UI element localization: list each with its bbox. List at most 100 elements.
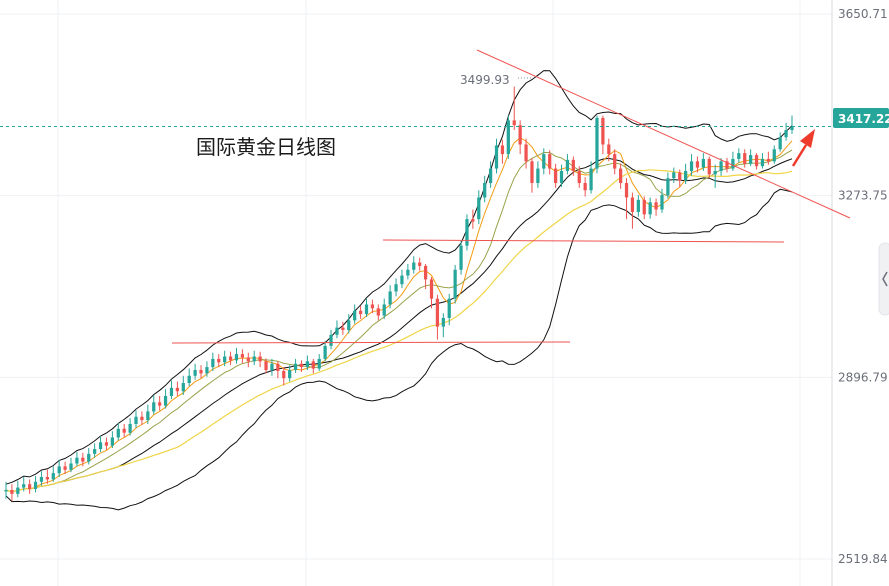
candle-body: [660, 195, 664, 210]
candle-body: [63, 466, 67, 470]
current-price-tag: 3417.22: [833, 108, 889, 128]
candle-body: [701, 158, 705, 168]
candle-body: [477, 197, 481, 220]
candle-body: [205, 367, 209, 374]
candle-body: [518, 125, 522, 145]
trendlines: [0, 49, 851, 344]
candle-body: [689, 161, 694, 171]
candle-body: [122, 428, 126, 433]
moving-averages: [5, 137, 793, 493]
candle-body: [228, 356, 233, 361]
candle-body: [601, 117, 605, 145]
candle-body: [536, 168, 540, 184]
candle-body: [743, 153, 747, 164]
candle-body: [193, 370, 197, 376]
ma10-line: [5, 149, 793, 493]
candle-body: [571, 159, 575, 171]
candle-body: [98, 442, 103, 450]
candle-body: [276, 363, 280, 371]
candle-body: [683, 170, 688, 181]
candle-body: [175, 387, 180, 392]
candle-body: [429, 279, 434, 299]
scroll-handle[interactable]: [878, 242, 889, 316]
candle-body: [471, 219, 475, 222]
candle-body: [465, 219, 469, 246]
candle-body: [128, 423, 132, 433]
candle-body: [252, 356, 256, 362]
candle-body: [234, 354, 239, 361]
candle-body: [406, 269, 410, 276]
candle-body: [146, 411, 150, 421]
candle-body: [110, 437, 115, 446]
ma30-line: [5, 169, 793, 493]
candle-body: [169, 387, 174, 397]
chart-title: 国际黄金日线图: [196, 135, 336, 159]
candle-body: [678, 172, 682, 181]
candle-body: [264, 361, 268, 371]
candle-body: [75, 457, 79, 464]
candle-body: [270, 363, 274, 371]
candle-body: [754, 155, 759, 167]
chevron-left-icon: [882, 271, 888, 287]
candle-body: [530, 161, 534, 184]
candle-body: [16, 487, 20, 494]
candle-body: [364, 304, 369, 315]
candle-body: [181, 383, 185, 392]
candle-body: [28, 484, 32, 490]
candle-body: [400, 275, 404, 285]
candle-body: [104, 442, 109, 446]
candle-body: [500, 145, 505, 155]
candle-body: [335, 327, 339, 335]
candle-body: [737, 153, 741, 159]
support-line-high: [382, 239, 785, 243]
candle-body: [394, 284, 398, 292]
candle-body: [483, 183, 487, 198]
candle-body: [666, 178, 670, 196]
candle-body: [305, 361, 310, 368]
candle-body: [329, 334, 333, 346]
candle-body: [299, 363, 304, 368]
candle-body: [4, 490, 8, 492]
y-tick-label: 2519.84: [838, 552, 888, 566]
candle-body: [488, 168, 493, 184]
candle-body: [589, 168, 593, 191]
candle-body: [607, 144, 611, 155]
candle-body: [642, 199, 646, 215]
candle-body: [453, 269, 457, 299]
candle-body: [559, 170, 564, 184]
candle-body: [353, 310, 357, 321]
candle-body: [158, 402, 162, 406]
candle-body: [506, 120, 510, 155]
candle-body: [282, 370, 286, 379]
candle-body: [412, 262, 416, 270]
candle-body: [288, 370, 292, 379]
candle-body: [494, 145, 499, 169]
candle-body: [613, 154, 617, 169]
candle-body: [636, 199, 640, 212]
candle-body: [323, 345, 327, 359]
candle-body: [347, 320, 351, 331]
candle-body: [583, 183, 587, 191]
price-tag-label: 3417.22: [838, 112, 889, 126]
candle-body: [317, 358, 321, 369]
up-arrow-shaft: [791, 144, 808, 167]
price-axis: 3650.71 3273.75 2896.79 2519.84: [838, 7, 888, 566]
candle-body: [542, 154, 546, 169]
candle-body: [548, 154, 552, 169]
candle-body: [672, 172, 676, 179]
grid: [0, 0, 833, 586]
candle-body: [731, 158, 735, 169]
candle-body: [163, 396, 168, 406]
candle-body: [388, 291, 392, 305]
candle-body: [778, 137, 782, 150]
candle-body: [81, 457, 85, 462]
y-tick-label: 3650.71: [838, 7, 888, 21]
candle-body: [152, 402, 156, 412]
candle-body: [577, 170, 581, 184]
candle-body: [766, 158, 770, 162]
ma5-line: [5, 137, 793, 493]
candle-body: [618, 168, 623, 184]
candle-body: [630, 197, 635, 212]
candle-body: [382, 304, 386, 316]
candle-body: [707, 158, 711, 175]
